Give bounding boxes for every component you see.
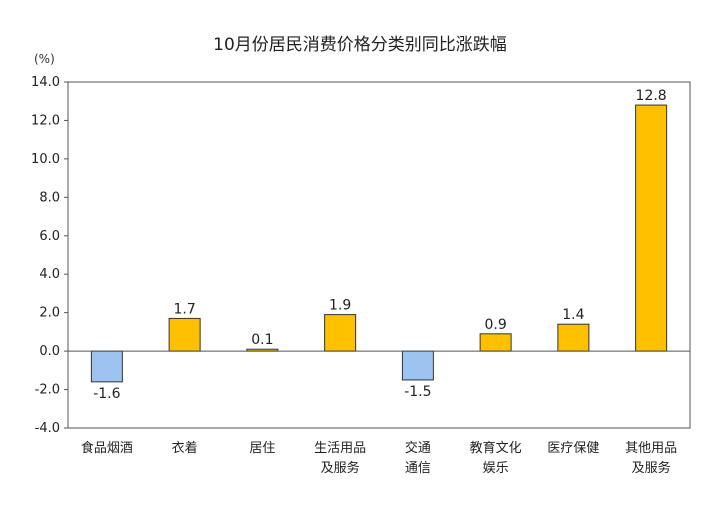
bars xyxy=(90,104,668,383)
x-category-label: 及服务 xyxy=(632,460,671,476)
x-category-label: 衣着 xyxy=(172,440,198,456)
y-tick-label: 8.0 xyxy=(39,190,60,205)
bar xyxy=(324,314,357,352)
data-label: -1.5 xyxy=(404,384,431,400)
y-tick-label: 4.0 xyxy=(39,267,60,282)
plot-frame xyxy=(67,81,691,429)
data-label: 0.1 xyxy=(251,332,273,348)
y-tick-label: 6.0 xyxy=(39,229,60,244)
bar xyxy=(635,104,668,352)
y-tick-label: 0.0 xyxy=(39,344,60,359)
x-category-label: 娱乐 xyxy=(483,461,509,476)
y-tick-label: 10.0 xyxy=(31,152,60,167)
bar xyxy=(90,350,123,383)
bar xyxy=(557,323,590,352)
bar xyxy=(401,350,434,381)
y-tick-label: 12.0 xyxy=(31,113,60,128)
data-label: 1.7 xyxy=(173,301,195,317)
data-label: 1.9 xyxy=(329,298,351,314)
y-axis-ticks: 14.0 12.0 10.0 8.0 6.0 4.0 2.0 0.0 -2.0 -4.0 xyxy=(31,75,68,436)
x-category-label: 医疗保健 xyxy=(547,441,599,456)
y-tick-label: -4.0 xyxy=(35,421,60,436)
data-label: 1.4 xyxy=(562,307,584,323)
x-category-label: 生活用品 xyxy=(314,441,366,456)
x-category-label: 食品烟酒 xyxy=(81,440,133,456)
y-tick-label: 14.0 xyxy=(31,75,60,90)
x-category-label: 交通 xyxy=(405,440,431,456)
x-category-label: 教育文化 xyxy=(470,440,522,456)
bar xyxy=(479,333,512,352)
y-tick-label: -2.0 xyxy=(35,383,60,398)
x-category-label: 通信 xyxy=(405,461,431,476)
data-label: 0.9 xyxy=(484,317,506,333)
data-label: -1.6 xyxy=(93,386,120,402)
data-labels: -1.6 1.7 0.1 1.9 -1.5 0.9 1.4 12.8 xyxy=(93,88,667,402)
chart-title: 10月份居民消费价格分类别同比涨跌幅 xyxy=(213,35,507,55)
data-label: 12.8 xyxy=(636,88,667,104)
x-category-label: 及服务 xyxy=(321,460,360,476)
y-axis-unit-label: (%) xyxy=(34,52,55,66)
y-tick-label: 2.0 xyxy=(39,306,60,321)
x-category-label: 居住 xyxy=(249,441,275,456)
x-category-label: 其他用品 xyxy=(625,441,677,456)
bar xyxy=(168,317,201,352)
